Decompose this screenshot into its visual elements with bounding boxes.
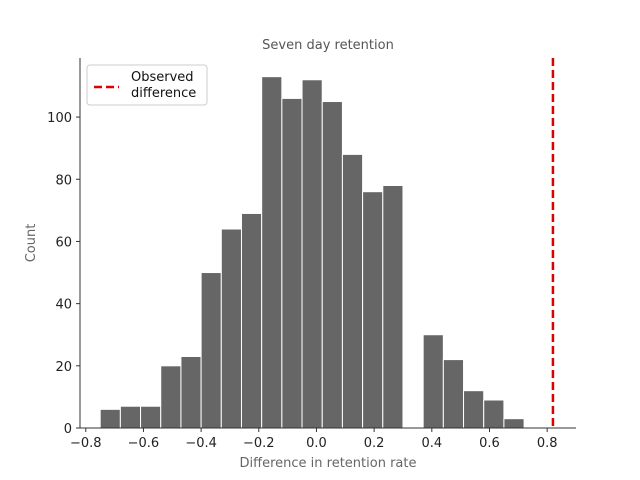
histogram-bar (160, 365, 182, 429)
histogram-bar (200, 272, 222, 429)
legend-label: Observed difference (131, 70, 196, 101)
x-tick-label: −0.2 (243, 436, 275, 451)
bars-group (99, 76, 525, 429)
axes-group: −0.8 −0.6 −0.4 −0.2 0.0 0.2 0.4 0.6 0.8 0 20 40 60 80… (47, 58, 576, 451)
x-tick-label: −0.8 (70, 436, 102, 451)
x-axis-label: Difference in retention rate (240, 456, 417, 471)
y-tick-label: 20 (55, 360, 72, 375)
legend-box (86, 64, 208, 106)
histogram-bar (119, 405, 142, 429)
x-tick-label: 0.2 (364, 436, 385, 451)
histogram-bar (220, 228, 242, 429)
histogram-bar (180, 355, 202, 429)
x-tick-label: −0.6 (128, 436, 160, 451)
legend: Observed difference (86, 64, 208, 106)
y-tick-label: 40 (55, 298, 72, 313)
histogram-bar (442, 359, 465, 429)
histogram-bar (140, 405, 162, 429)
histogram-bar (321, 101, 343, 429)
histogram-bar (382, 184, 404, 429)
histogram-bar (99, 408, 121, 429)
y-tick-label: 80 (55, 173, 72, 188)
histogram-bar (261, 76, 283, 429)
histogram-bar (422, 334, 444, 429)
histogram-bar (503, 418, 525, 429)
histogram-bar (483, 399, 505, 429)
histogram-bar (463, 390, 485, 429)
y-axis-label: Count (24, 224, 39, 263)
histogram-bar (240, 212, 263, 429)
x-tick-label: 0.0 (306, 436, 327, 451)
y-tick-label: 100 (47, 111, 72, 126)
x-tick-label: 0.6 (479, 436, 500, 451)
x-tick-label: −0.4 (185, 436, 217, 451)
x-tick-label: 0.4 (421, 436, 442, 451)
histogram-bar (281, 97, 303, 429)
histogram-bar (341, 153, 364, 429)
y-tick-label: 0 (64, 422, 72, 437)
histogram-bar (301, 79, 323, 429)
x-tick-label: 0.8 (537, 436, 558, 451)
chart-title: Seven day retention (262, 38, 394, 53)
y-tick-label: 60 (55, 235, 72, 250)
histogram-bar (362, 191, 384, 429)
